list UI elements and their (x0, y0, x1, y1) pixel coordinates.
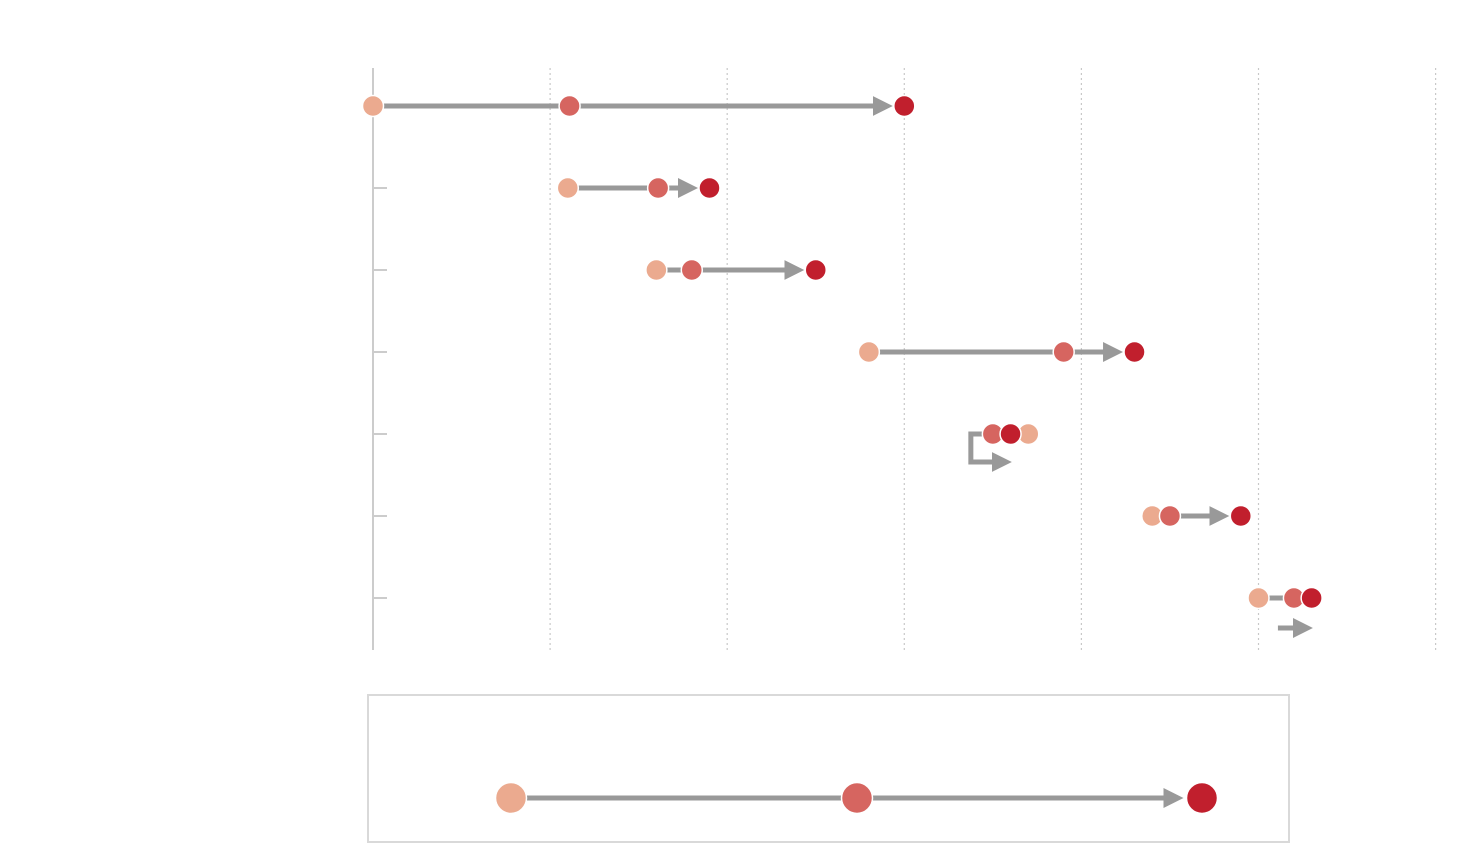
row-6 (1247, 586, 1323, 638)
row-6-end-dot (1300, 586, 1323, 610)
row-3-start-dot (857, 340, 881, 364)
row-2-start-dot (645, 258, 668, 282)
row-2-mid-dot (680, 258, 704, 282)
row-4 (968, 422, 1040, 472)
data-rows (361, 94, 1323, 638)
row-0-mid-dot (558, 94, 581, 118)
legend-box (367, 694, 1290, 843)
row-3 (857, 340, 1146, 364)
row-5-end-dot (1229, 504, 1253, 528)
row-6-start-dot (1247, 586, 1270, 610)
row-1-mid-dot (646, 176, 670, 200)
row-5-mid-dot (1158, 504, 1182, 528)
row-1-end-dot (698, 176, 721, 200)
row-1 (556, 176, 721, 200)
row-4-hook-arrow (968, 431, 1012, 472)
gridlines (549, 68, 1437, 650)
y-axis (372, 68, 387, 650)
row-0-start-dot (361, 94, 385, 118)
row-5 (1140, 504, 1253, 528)
row-2-end-dot (804, 258, 827, 282)
row-1-start-dot (556, 176, 580, 200)
row-0-end-dot (893, 94, 916, 118)
row-3-mid-dot (1052, 340, 1075, 364)
row-2 (645, 258, 827, 282)
row-4-end-dot (999, 422, 1022, 446)
row-3-end-dot (1123, 340, 1146, 364)
row-0 (361, 94, 916, 118)
